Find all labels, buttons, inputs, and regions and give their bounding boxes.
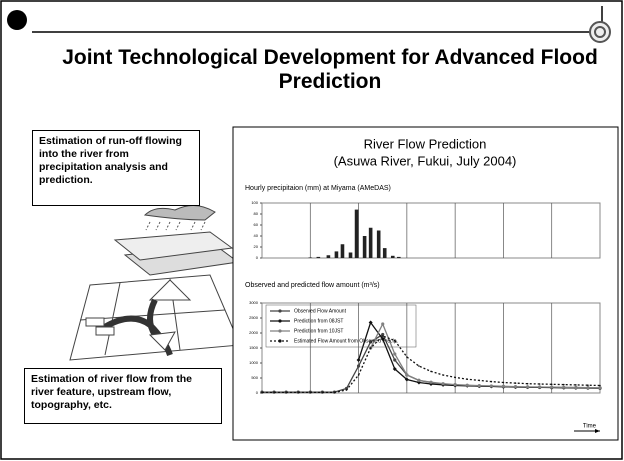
marker bbox=[357, 364, 360, 367]
bar bbox=[335, 251, 339, 258]
y-tick-label: 2500 bbox=[249, 315, 259, 320]
marker bbox=[514, 385, 517, 388]
marker bbox=[334, 392, 336, 394]
bar bbox=[377, 231, 381, 259]
marker bbox=[491, 381, 493, 383]
marker bbox=[418, 365, 420, 367]
slide: River Flow Prediction (Asuwa River, Fuku… bbox=[0, 0, 624, 461]
illustration bbox=[70, 205, 240, 360]
marker bbox=[563, 384, 565, 386]
legend-marker bbox=[278, 329, 281, 332]
marker bbox=[478, 380, 480, 382]
marker bbox=[417, 379, 420, 382]
marker bbox=[442, 374, 444, 376]
marker bbox=[382, 335, 384, 337]
header-line bbox=[32, 6, 602, 32]
marker bbox=[406, 356, 408, 358]
marker bbox=[297, 392, 299, 394]
chart-title: Observed and predicted flow amount (m³/s… bbox=[245, 282, 380, 289]
x-axis-label: Time bbox=[583, 424, 597, 430]
y-tick-label: 1500 bbox=[249, 345, 259, 350]
y-tick-label: 100 bbox=[251, 200, 258, 205]
marker bbox=[598, 386, 601, 389]
panel-title: River Flow Prediction bbox=[364, 136, 487, 151]
marker bbox=[503, 382, 505, 384]
slide-title: Joint Technological Development for Adva… bbox=[60, 46, 600, 94]
panel-subtitle: (Asuwa River, Fukui, July 2004) bbox=[334, 153, 517, 168]
marker bbox=[322, 392, 324, 394]
marker bbox=[599, 385, 601, 387]
legend-marker bbox=[278, 309, 281, 312]
note-box: Estimation of river flow from the river … bbox=[24, 368, 222, 424]
bar bbox=[355, 210, 359, 258]
y-tick-label: 500 bbox=[251, 375, 258, 380]
y-tick-label: 20 bbox=[254, 244, 259, 249]
marker bbox=[539, 383, 541, 385]
chart-title: Hourly precipitaion (mm) at Miyama (AMeD… bbox=[245, 185, 391, 192]
legend-label: Prediction from 08JST bbox=[294, 318, 343, 324]
marker bbox=[515, 382, 517, 384]
marker bbox=[527, 383, 529, 385]
marker bbox=[466, 378, 468, 380]
marker bbox=[393, 358, 396, 361]
marker bbox=[575, 384, 577, 386]
bar bbox=[308, 257, 312, 258]
y-tick-label: 40 bbox=[254, 233, 259, 238]
y-tick-label: 60 bbox=[254, 222, 259, 227]
bar bbox=[341, 244, 345, 258]
bar bbox=[349, 253, 353, 259]
bullet-icon bbox=[7, 10, 27, 30]
bar bbox=[369, 228, 373, 258]
marker bbox=[478, 384, 481, 387]
marker bbox=[393, 352, 396, 355]
y-tick-label: 3000 bbox=[249, 300, 259, 305]
bar bbox=[363, 236, 367, 258]
marker bbox=[551, 384, 553, 386]
bar bbox=[327, 255, 331, 258]
marker bbox=[502, 385, 505, 388]
marker bbox=[550, 386, 553, 389]
marker bbox=[454, 383, 457, 386]
marker bbox=[381, 322, 384, 325]
legend-label: Estimated Flow Amount from Observed Prec… bbox=[294, 338, 398, 344]
marker bbox=[526, 385, 529, 388]
y-tick-label: 2000 bbox=[249, 330, 259, 335]
marker bbox=[454, 377, 456, 379]
marker bbox=[285, 392, 287, 394]
marker bbox=[346, 389, 348, 391]
marker bbox=[405, 373, 408, 376]
marker bbox=[562, 386, 565, 389]
marker bbox=[538, 385, 541, 388]
marker bbox=[587, 384, 589, 386]
marker bbox=[586, 386, 589, 389]
legend-marker bbox=[278, 319, 281, 322]
marker bbox=[358, 374, 360, 376]
marker bbox=[466, 384, 469, 387]
marker bbox=[309, 392, 311, 394]
marker bbox=[273, 392, 275, 394]
marker bbox=[430, 371, 432, 373]
bar bbox=[383, 248, 387, 258]
y-tick-label: 80 bbox=[254, 211, 259, 216]
legend-marker bbox=[278, 339, 281, 342]
note-box: Estimation of run-off flowing into the r… bbox=[32, 130, 200, 206]
bar bbox=[391, 256, 395, 258]
marker bbox=[370, 347, 372, 349]
bar bbox=[317, 257, 321, 258]
legend-label: Prediction from 10JST bbox=[294, 328, 343, 334]
legend-label: Observed Flow Amount bbox=[294, 308, 347, 314]
y-tick-label: 1000 bbox=[249, 360, 259, 365]
marker bbox=[429, 381, 432, 384]
marker bbox=[574, 386, 577, 389]
marker bbox=[261, 392, 263, 394]
marker bbox=[490, 384, 493, 387]
marker bbox=[441, 382, 444, 385]
logo bbox=[590, 22, 610, 42]
bar bbox=[397, 257, 401, 258]
